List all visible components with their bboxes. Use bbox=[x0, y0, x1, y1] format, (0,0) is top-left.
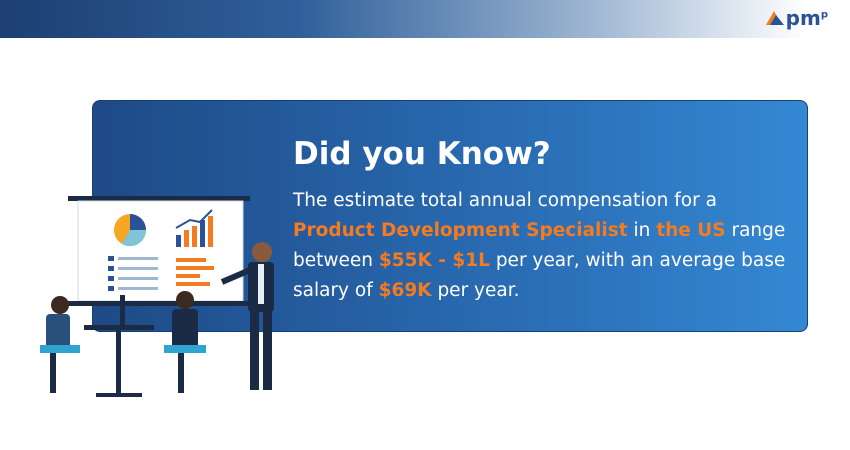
text-segment: The estimate total annual compensation f… bbox=[293, 190, 717, 211]
logo: pmp bbox=[764, 6, 828, 30]
highlight-text: the US bbox=[656, 220, 726, 241]
heading: Did you Know? bbox=[293, 136, 551, 172]
body-text: The estimate total annual compensation f… bbox=[293, 186, 793, 306]
banner: pmp bbox=[0, 0, 850, 38]
logo-sup: p bbox=[820, 9, 828, 21]
highlight-text: $69K bbox=[378, 280, 432, 301]
text-segment: per year, with an average base salary of bbox=[293, 250, 786, 301]
logo-icon bbox=[765, 11, 784, 25]
logo-text: pm bbox=[785, 6, 821, 30]
text-segment: range between bbox=[293, 220, 786, 271]
text-segment: per year. bbox=[431, 280, 520, 301]
highlight-text: Product Development Specialist bbox=[293, 220, 628, 241]
text-segment: in bbox=[627, 220, 657, 241]
highlight-text: $55K - $1L bbox=[378, 250, 490, 271]
illustration bbox=[40, 196, 274, 397]
